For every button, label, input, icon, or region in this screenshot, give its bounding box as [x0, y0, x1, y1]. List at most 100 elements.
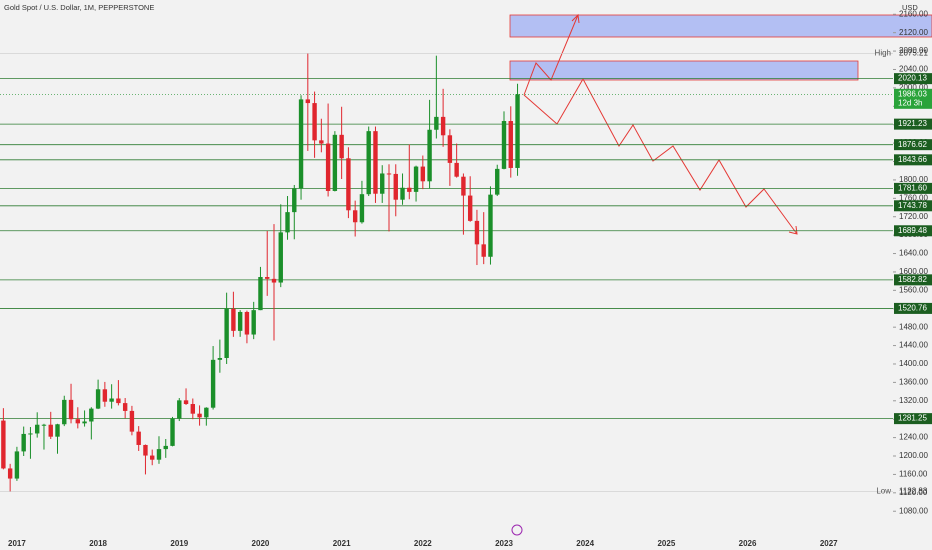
- candle-body: [434, 116, 439, 130]
- candle-body: [231, 308, 236, 331]
- candle-body: [89, 408, 94, 422]
- candle-body: [305, 99, 311, 104]
- candle-body: [7, 468, 13, 479]
- candle-body: [109, 398, 114, 402]
- x-tick-label: 2018: [89, 539, 107, 548]
- y-tick-label: 1600.00: [899, 267, 928, 276]
- arrow: [523, 77, 798, 235]
- x-tick-label: 2027: [820, 539, 838, 548]
- level-label: 1689.48: [898, 226, 927, 235]
- candle-body: [136, 431, 141, 445]
- candle-body: [393, 173, 398, 200]
- level-label-box: [894, 274, 932, 286]
- candle-body: [150, 455, 155, 460]
- candle-body: [420, 166, 426, 182]
- zone: [509, 60, 859, 81]
- candle-body: [55, 424, 60, 437]
- candle-body: [380, 173, 385, 194]
- y-tick-label: 1720.00: [899, 212, 928, 221]
- candle-body: [143, 444, 148, 456]
- candle-body: [467, 195, 473, 221]
- x-tick-label: 2022: [414, 539, 432, 548]
- y-tick-label: 1560.00: [899, 285, 928, 294]
- candle-body: [183, 400, 189, 405]
- candle-body: [285, 212, 290, 233]
- candle-body: [217, 358, 223, 360]
- chart-title: Gold Spot / U.S. Dollar, 1M, PEPPERSTONE: [4, 3, 154, 12]
- candle-body: [35, 424, 40, 434]
- candle-body: [190, 404, 196, 414]
- price-label-box: [894, 88, 932, 109]
- candle-body: [28, 433, 33, 435]
- high-marker-caption: High: [875, 48, 891, 57]
- level-label: 2020.13: [898, 74, 927, 83]
- low-marker-value: 1122.83: [899, 487, 928, 496]
- candle-body: [339, 134, 344, 159]
- candle-body: [278, 232, 283, 283]
- candle-body: [14, 451, 20, 479]
- x-tick-label: 2019: [170, 539, 188, 548]
- level-label: 1781.60: [898, 183, 927, 192]
- candle-body: [447, 135, 453, 163]
- level-label-box: [894, 182, 932, 194]
- level-label: 1743.78: [898, 201, 927, 210]
- x-tick-label: 2020: [252, 539, 270, 548]
- currency-label: USD: [902, 3, 918, 12]
- candle-body: [41, 424, 47, 426]
- candle-body: [68, 399, 74, 420]
- candle-body: [102, 389, 108, 402]
- candle-body: [265, 277, 270, 279]
- y-tick-label: 2080.00: [899, 46, 928, 55]
- candle-body: [352, 210, 358, 223]
- y-tick-label: 2040.00: [899, 65, 928, 74]
- x-tick-label: 2024: [576, 539, 594, 548]
- level-label: 1582.82: [898, 275, 927, 284]
- zone: [509, 14, 932, 38]
- y-tick-label: 1320.00: [899, 396, 928, 405]
- candle-body: [21, 433, 26, 452]
- candle-body: [346, 158, 351, 211]
- level-label-box: [894, 154, 932, 166]
- candle-body: [488, 194, 493, 257]
- level-label: 1921.23: [898, 119, 927, 128]
- candle-body: [508, 121, 513, 168]
- candle-body: [1, 420, 6, 469]
- y-tick-label: 1640.00: [899, 249, 928, 258]
- candle-body: [474, 220, 480, 245]
- candle-body: [359, 194, 365, 223]
- low-marker-caption: Low: [876, 487, 891, 496]
- y-tick-label: 1080.00: [899, 506, 928, 515]
- candle-body: [122, 403, 128, 411]
- countdown-label: 12d 3h: [898, 98, 922, 107]
- candle-body: [325, 143, 331, 191]
- candle-body: [298, 99, 304, 189]
- candle-body: [224, 308, 229, 358]
- candle-body: [251, 310, 256, 335]
- candle-body: [244, 311, 250, 335]
- candle-body: [210, 359, 216, 408]
- x-tick-label: 2026: [739, 539, 757, 548]
- y-tick-label: 1160.00: [899, 470, 928, 479]
- candle-body: [319, 140, 324, 144]
- candle-body: [312, 103, 317, 141]
- y-tick-label: 1800.00: [899, 175, 928, 184]
- x-tick-label: 2023: [495, 539, 513, 548]
- candle-body: [95, 389, 101, 409]
- candle-body: [440, 116, 446, 136]
- y-tick-label: 1200.00: [899, 451, 928, 460]
- candle-body: [501, 121, 507, 169]
- level-label: 1843.66: [898, 155, 927, 164]
- candle-body: [204, 407, 209, 418]
- candle-body: [156, 449, 162, 460]
- drawings: [509, 13, 932, 536]
- candle-body: [366, 131, 371, 195]
- y-tick-label: 1240.00: [899, 433, 928, 442]
- candle-body: [271, 278, 277, 283]
- candle-body: [129, 410, 135, 432]
- y-tick-label: 1120.00: [899, 488, 928, 497]
- candle-body: [177, 400, 182, 419]
- level-label: 1520.76: [898, 304, 927, 313]
- y-tick-label: 2160.00: [899, 9, 928, 18]
- level-label-box: [894, 302, 932, 314]
- candle-body: [495, 168, 500, 195]
